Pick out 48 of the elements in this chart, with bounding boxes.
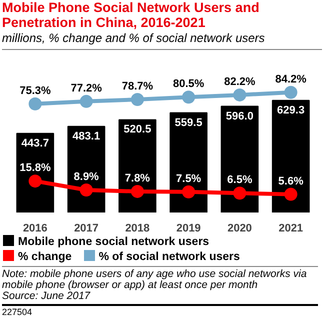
bar	[272, 100, 310, 212]
data-label: 82.2%	[224, 76, 256, 88]
x-tick-label: 2018	[125, 222, 150, 234]
point	[284, 86, 298, 99]
point	[182, 185, 196, 198]
x-tick-label: 2017	[74, 222, 99, 234]
data-label: 7.5%	[176, 172, 202, 185]
point	[233, 88, 246, 102]
bar	[118, 119, 156, 212]
point	[28, 174, 42, 188]
data-label: 596.0	[226, 110, 254, 122]
data-label: 6.5%	[227, 174, 252, 186]
x-tick-label: 2021	[278, 222, 304, 234]
point	[233, 186, 246, 200]
data-label: 559.5	[174, 116, 202, 129]
data-label: 80.5%	[172, 78, 204, 90]
text: 227504	[2, 304, 318, 319]
x-tick-label: 2020	[227, 222, 252, 234]
data-label: 15.8%	[20, 162, 51, 174]
bar	[220, 106, 259, 212]
data-label: 483.1	[72, 130, 100, 142]
point	[130, 92, 144, 106]
data-label: 78.7%	[122, 80, 154, 92]
data-label: 520.5	[124, 124, 152, 136]
data-label: 629.3	[277, 104, 305, 116]
data-label: 443.7	[21, 137, 49, 150]
point	[28, 97, 42, 110]
data-label: 84.2%	[275, 73, 307, 86]
data-label: 8.9%	[74, 171, 100, 184]
text: Note: mobile phone users of any age who use social networks via mobile phone (browser or app) at least once per month	[2, 268, 308, 291]
source-note: Source: June 2017	[2, 290, 90, 302]
data-label: 7.8%	[124, 172, 150, 184]
data-label: 5.6%	[278, 175, 304, 188]
chart-title: Mobile Phone Social Network Users and Penetration in China, 2016-2021	[2, 0, 260, 30]
point	[80, 94, 93, 108]
x-tick-label: 2019	[176, 222, 201, 234]
point	[182, 90, 196, 104]
chart-subtitle: millions, % change and % of social network users	[2, 30, 322, 50]
point	[80, 184, 93, 197]
legend-label: % of social network users	[98, 251, 240, 263]
bar	[170, 112, 208, 212]
x-tick-label: 2016	[22, 222, 48, 234]
legend-label: % change	[18, 251, 72, 263]
data-label: 77.2%	[70, 82, 102, 94]
point	[130, 184, 144, 198]
point	[284, 188, 298, 201]
data-label: 75.3%	[20, 84, 51, 97]
legend-label: Mobile phone social network users	[18, 236, 210, 248]
